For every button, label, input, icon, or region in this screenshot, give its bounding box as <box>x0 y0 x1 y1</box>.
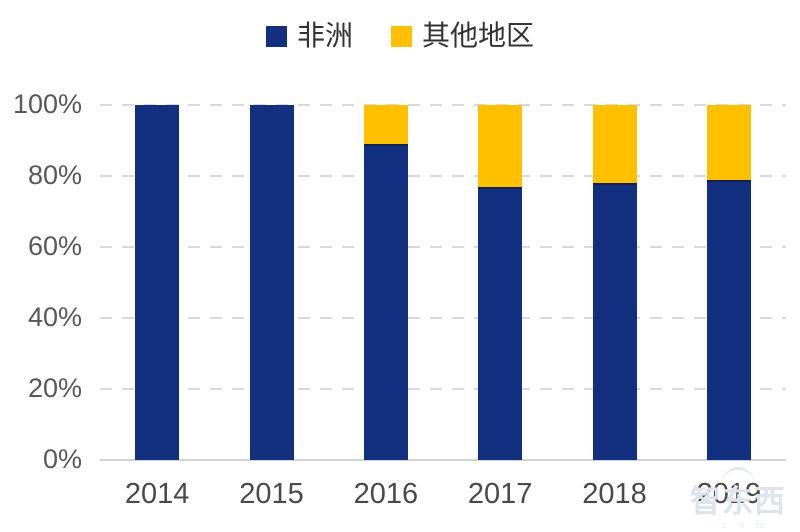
watermark-subtext: . c o m <box>706 520 769 530</box>
y-tick-label: 40% <box>27 302 82 332</box>
bar-2015-segment-1 <box>249 105 294 460</box>
bar-2017-segment-1 <box>478 186 523 460</box>
plot-area <box>100 104 786 461</box>
bar-2018 <box>592 105 637 460</box>
x-axis-line <box>100 459 786 461</box>
x-tick-label: 2015 <box>239 478 304 510</box>
bar-2018-segment-2 <box>592 105 637 184</box>
bar-2019 <box>706 105 751 460</box>
legend-item-1: 非洲 <box>265 20 353 51</box>
x-tick-label: 2018 <box>582 478 647 510</box>
x-tick-label: 2014 <box>124 478 190 510</box>
bar-2016-segment-2 <box>363 105 408 145</box>
y-tick-label: 100% <box>12 89 82 119</box>
legend-label: 非洲 <box>296 20 353 51</box>
y-tick-label: 80% <box>27 160 82 190</box>
legend-swatch-icon <box>265 25 287 47</box>
y-tick-label: 20% <box>27 373 82 403</box>
legend-label: 其他地区 <box>422 20 535 51</box>
x-tick-label: 2017 <box>467 478 533 510</box>
legend: 非洲 其他地区 <box>0 16 800 56</box>
gridline <box>100 317 786 319</box>
bar-2017-segment-2 <box>478 105 523 187</box>
bar-2016-segment-1 <box>363 144 408 460</box>
bar-2018-segment-1 <box>592 183 637 460</box>
x-tick-label: 2016 <box>353 478 419 510</box>
bar-2014 <box>135 105 180 460</box>
bar-2014-segment-1 <box>135 105 180 460</box>
y-tick-label: 60% <box>27 231 82 261</box>
x-axis: 2014 2015 2016 2017 2018 2019 <box>100 470 786 520</box>
legend-item-2: 其他地区 <box>391 22 534 50</box>
x-tick-label: 2019 <box>696 478 762 510</box>
gridline <box>100 104 786 106</box>
gridline <box>100 246 786 248</box>
gridline <box>100 175 786 177</box>
gridline <box>100 388 786 390</box>
bar-2015 <box>249 105 294 460</box>
bar-2016 <box>363 105 408 460</box>
bar-2019-segment-2 <box>706 105 751 180</box>
y-tick-label: 0% <box>42 444 82 474</box>
bar-2019-segment-1 <box>706 179 751 460</box>
y-axis: 0% 20% 40% 60% 80% 100% <box>0 91 92 473</box>
bar-2017 <box>478 105 523 460</box>
legend-swatch-icon <box>391 25 412 47</box>
